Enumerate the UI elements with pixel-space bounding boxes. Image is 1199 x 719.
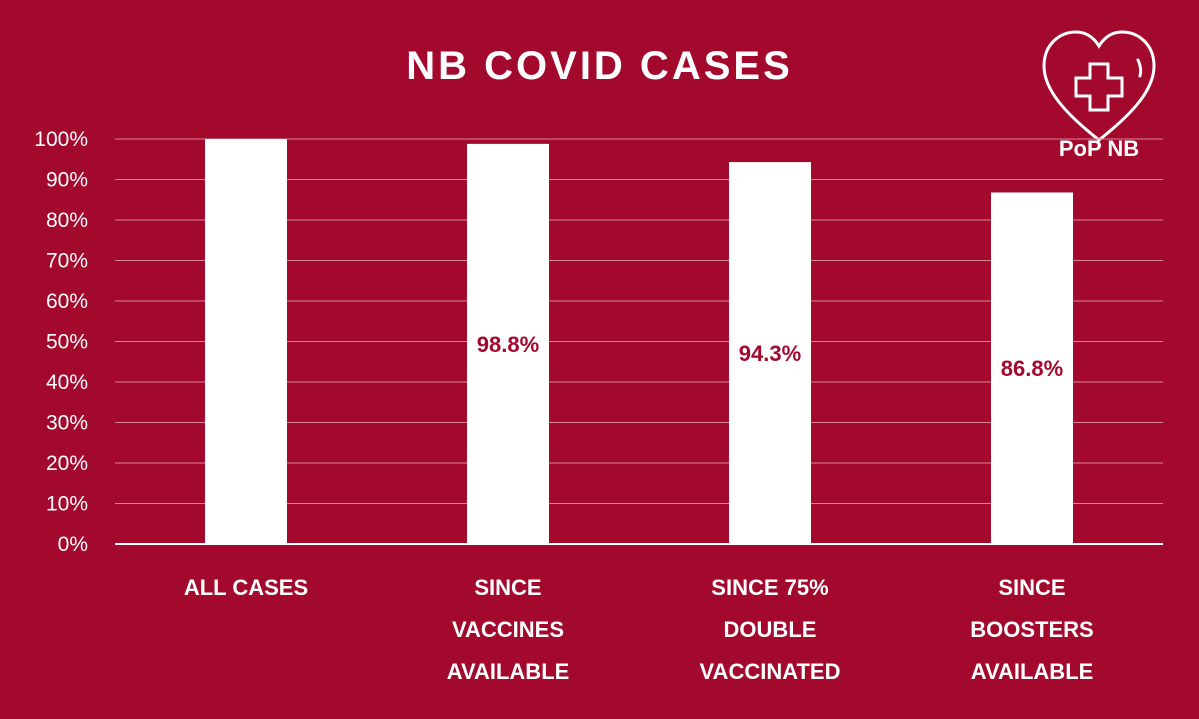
x-category-label: SINCE <box>474 575 541 600</box>
x-category-label: ALL CASES <box>184 575 308 600</box>
heart-cross-icon <box>1042 30 1156 142</box>
chart-title: NB COVID CASES <box>406 44 793 88</box>
x-category-label: DOUBLE <box>724 617 817 642</box>
x-category-label: AVAILABLE <box>971 659 1094 684</box>
y-tick-label: 10% <box>46 493 88 516</box>
logo-text: PoP NB <box>1058 136 1140 161</box>
bar <box>467 143 549 545</box>
y-tick-label: 90% <box>46 169 88 192</box>
y-tick-label: 60% <box>46 290 88 313</box>
y-tick-label: 0% <box>58 533 88 556</box>
bar <box>205 139 287 544</box>
x-category-label: SINCE 75% <box>711 575 828 600</box>
x-category-label: BOOSTERS <box>970 617 1093 642</box>
y-tick-label: 50% <box>46 331 88 354</box>
y-tick-label: 100% <box>34 128 88 151</box>
y-tick-label: 30% <box>46 412 88 435</box>
bar <box>729 162 811 544</box>
y-tick-label: 40% <box>46 371 88 394</box>
y-tick-label: 80% <box>46 209 88 232</box>
data-label: 94.3% <box>739 341 801 366</box>
y-tick-label: 20% <box>46 452 88 475</box>
x-category-label: VACCINATED <box>700 659 841 684</box>
data-label: 86.8% <box>1001 356 1063 381</box>
data-label: 98.8% <box>477 332 539 357</box>
y-tick-label: 70% <box>46 250 88 273</box>
bar <box>991 192 1073 544</box>
x-category-label: SINCE <box>998 575 1065 600</box>
x-category-label: VACCINES <box>452 617 564 642</box>
x-category-label: AVAILABLE <box>447 659 570 684</box>
